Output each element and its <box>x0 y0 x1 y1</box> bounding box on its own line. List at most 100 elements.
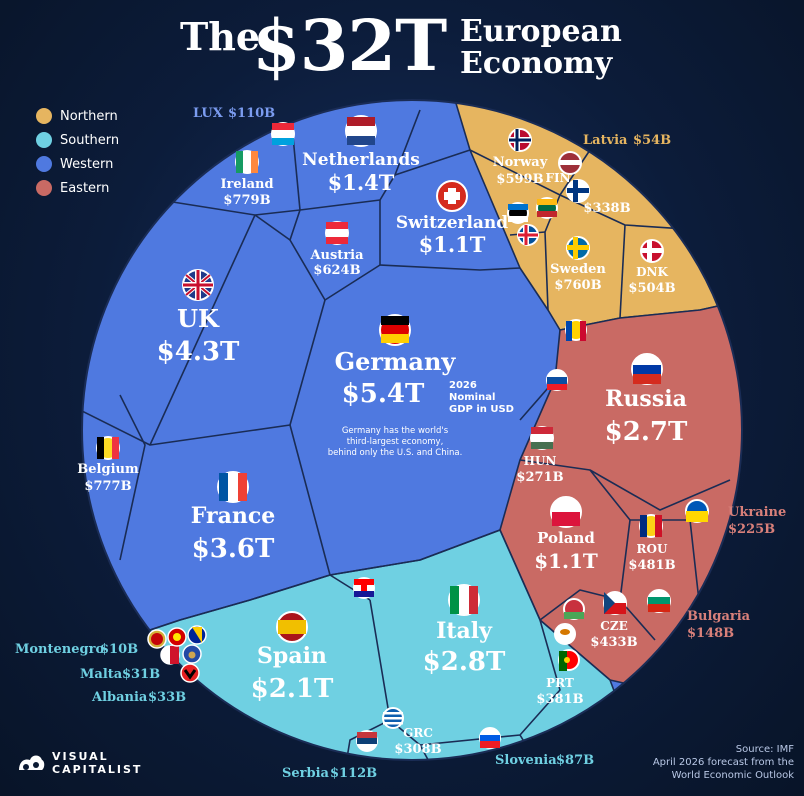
label-france-value: $3.6T <box>192 534 275 564</box>
estonia-flag-icon <box>507 202 529 224</box>
legend-item-southern: Southern <box>36 128 119 152</box>
serbia-flag-icon <box>356 730 378 752</box>
romania-flag-icon <box>639 514 663 538</box>
ext-label-lux-value: $110B <box>228 106 275 121</box>
label-germany-name: Germany <box>335 347 457 376</box>
source-note: Source: IMF April 2026 forecast from the… <box>594 743 794 782</box>
label-austria-name: Austria <box>309 248 364 263</box>
ext-label-latvia-name: Latvia <box>583 133 628 148</box>
label-grc-value: $308B <box>394 742 441 757</box>
label-rou-name: ROU <box>637 542 668 556</box>
sweden-flag-icon <box>566 236 590 260</box>
flags <box>96 115 709 752</box>
ext-label-albania-value: $33B <box>148 690 186 705</box>
legend-swatch <box>36 132 52 148</box>
label-switzerland-name: Switzerland <box>396 213 508 233</box>
hungary-flag-icon <box>530 426 554 450</box>
bulgaria-flag-icon <box>647 589 671 613</box>
uk-flag-icon <box>182 269 214 301</box>
note-gdp: GDP in USD <box>449 404 514 415</box>
label-poland-name: Poland <box>537 529 595 547</box>
legend-swatch <box>36 156 52 172</box>
label-belgium-name: Belgium <box>77 462 139 477</box>
germany-note-2: third-largest economy, <box>347 437 444 447</box>
label-dnk-name: DNK <box>636 265 668 279</box>
title-line2: Economy <box>460 46 613 81</box>
legend-item-northern: Northern <box>36 104 119 128</box>
austria-flag-icon <box>325 221 349 245</box>
label-hun-value: $271B <box>516 470 563 485</box>
legend-label: Western <box>60 156 114 172</box>
czech-flag-icon <box>603 591 627 615</box>
iceland-flag-icon <box>517 224 539 246</box>
label-italy-name: Italy <box>436 618 493 644</box>
label-ireland-value: $779B <box>223 193 270 208</box>
label-cze-name: CZE <box>600 619 627 633</box>
russia-flag-icon <box>631 353 663 385</box>
source-line2: April 2026 forecast from the <box>652 757 794 768</box>
france-flag-icon <box>217 471 249 503</box>
label-belgium-value: $777B <box>84 479 131 494</box>
kosovo-flag-icon <box>182 644 202 664</box>
label-grc-name: GRC <box>403 726 433 740</box>
netherlands-flag-icon <box>345 115 377 147</box>
legend-label: Southern <box>60 132 120 148</box>
ext-label-malta-value: $31B <box>122 667 160 682</box>
legend-swatch <box>36 180 52 196</box>
label-russia-value: $2.7T <box>605 417 688 447</box>
legend-label: Eastern <box>60 180 110 196</box>
germany-note-1: Germany has the world's <box>342 426 449 436</box>
label-uk-name: UK <box>177 304 220 333</box>
visual-capitalist-logo: VISUAL CAPITALIST <box>16 750 142 776</box>
ext-label-malta-name: Malta <box>80 667 123 682</box>
spain-flag-icon <box>276 611 308 643</box>
norway-flag-icon <box>508 128 532 152</box>
latvia-flag-icon <box>558 151 582 175</box>
source-line1: Source: IMF <box>735 744 794 755</box>
label-netherlands-name: Netherlands <box>302 150 420 170</box>
slovenia-flag-icon <box>479 727 501 749</box>
portugal-flag-icon <box>558 649 580 671</box>
ireland-flag-icon <box>235 150 259 174</box>
switzerland-flag-icon <box>436 180 468 212</box>
lux-flag-icon <box>271 122 295 146</box>
logo-line1: VISUAL <box>52 750 109 763</box>
legend-item-eastern: Eastern <box>36 176 119 200</box>
note-year: 2026 <box>449 380 477 391</box>
ukraine-flag-icon <box>685 499 709 523</box>
ext-label-slovenia-value: $87B <box>556 753 594 768</box>
ext-label-albania-name: Albania <box>91 690 148 705</box>
title-total: $32T <box>252 4 447 87</box>
label-fin-value: $338B <box>583 201 630 216</box>
north-macedonia-flag-icon <box>167 627 187 647</box>
poland-flag-icon <box>550 496 582 528</box>
albania-flag-icon <box>180 663 200 683</box>
germany-flag-icon <box>379 314 411 346</box>
label-sweden-value: $760B <box>554 278 601 293</box>
greece-flag-icon <box>382 707 404 729</box>
finland-flag-icon <box>566 179 590 203</box>
label-germany-value: $5.4T <box>342 379 425 409</box>
label-poland-value: $1.1T <box>534 549 598 573</box>
label-austria-value: $624B <box>313 263 360 278</box>
denmark-flag-icon <box>640 239 664 263</box>
ext-label-latvia-value: $54B <box>633 133 671 148</box>
logo-icon <box>19 755 45 770</box>
ext-label-ukraine-name: Ukraine <box>728 505 786 520</box>
ext-label-bulgaria-name: Bulgaria <box>687 609 751 624</box>
ext-label-bulgaria-value: $148B <box>687 626 734 641</box>
label-uk-value: $4.3T <box>157 337 240 367</box>
ext-label-serbia-name: Serbia <box>282 766 330 781</box>
label-prt-value: $381B <box>536 692 583 707</box>
logo-line2: CAPITALIST <box>52 763 143 776</box>
title-the: The <box>180 14 261 59</box>
label-fin-name: FIN <box>545 171 570 185</box>
chart-title: The $32T European Economy <box>0 0 804 92</box>
label-russia-name: Russia <box>605 386 687 412</box>
ext-label-ukraine-value: $225B <box>728 522 775 537</box>
label-cze-value: $433B <box>590 635 637 650</box>
legend: Northern Southern Western Eastern <box>36 104 119 200</box>
belgium-flag-icon <box>96 436 120 460</box>
label-spain-name: Spain <box>257 643 327 669</box>
western-cell-borders <box>82 104 521 651</box>
